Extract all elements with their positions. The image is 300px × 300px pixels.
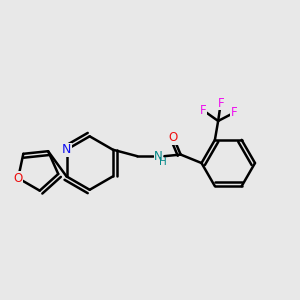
- Text: F: F: [230, 106, 237, 119]
- Text: N: N: [154, 150, 163, 163]
- Text: O: O: [14, 172, 23, 185]
- Text: H: H: [159, 157, 167, 167]
- Text: F: F: [218, 97, 224, 110]
- Text: O: O: [169, 131, 178, 144]
- Text: N: N: [62, 143, 71, 156]
- Text: F: F: [200, 104, 207, 117]
